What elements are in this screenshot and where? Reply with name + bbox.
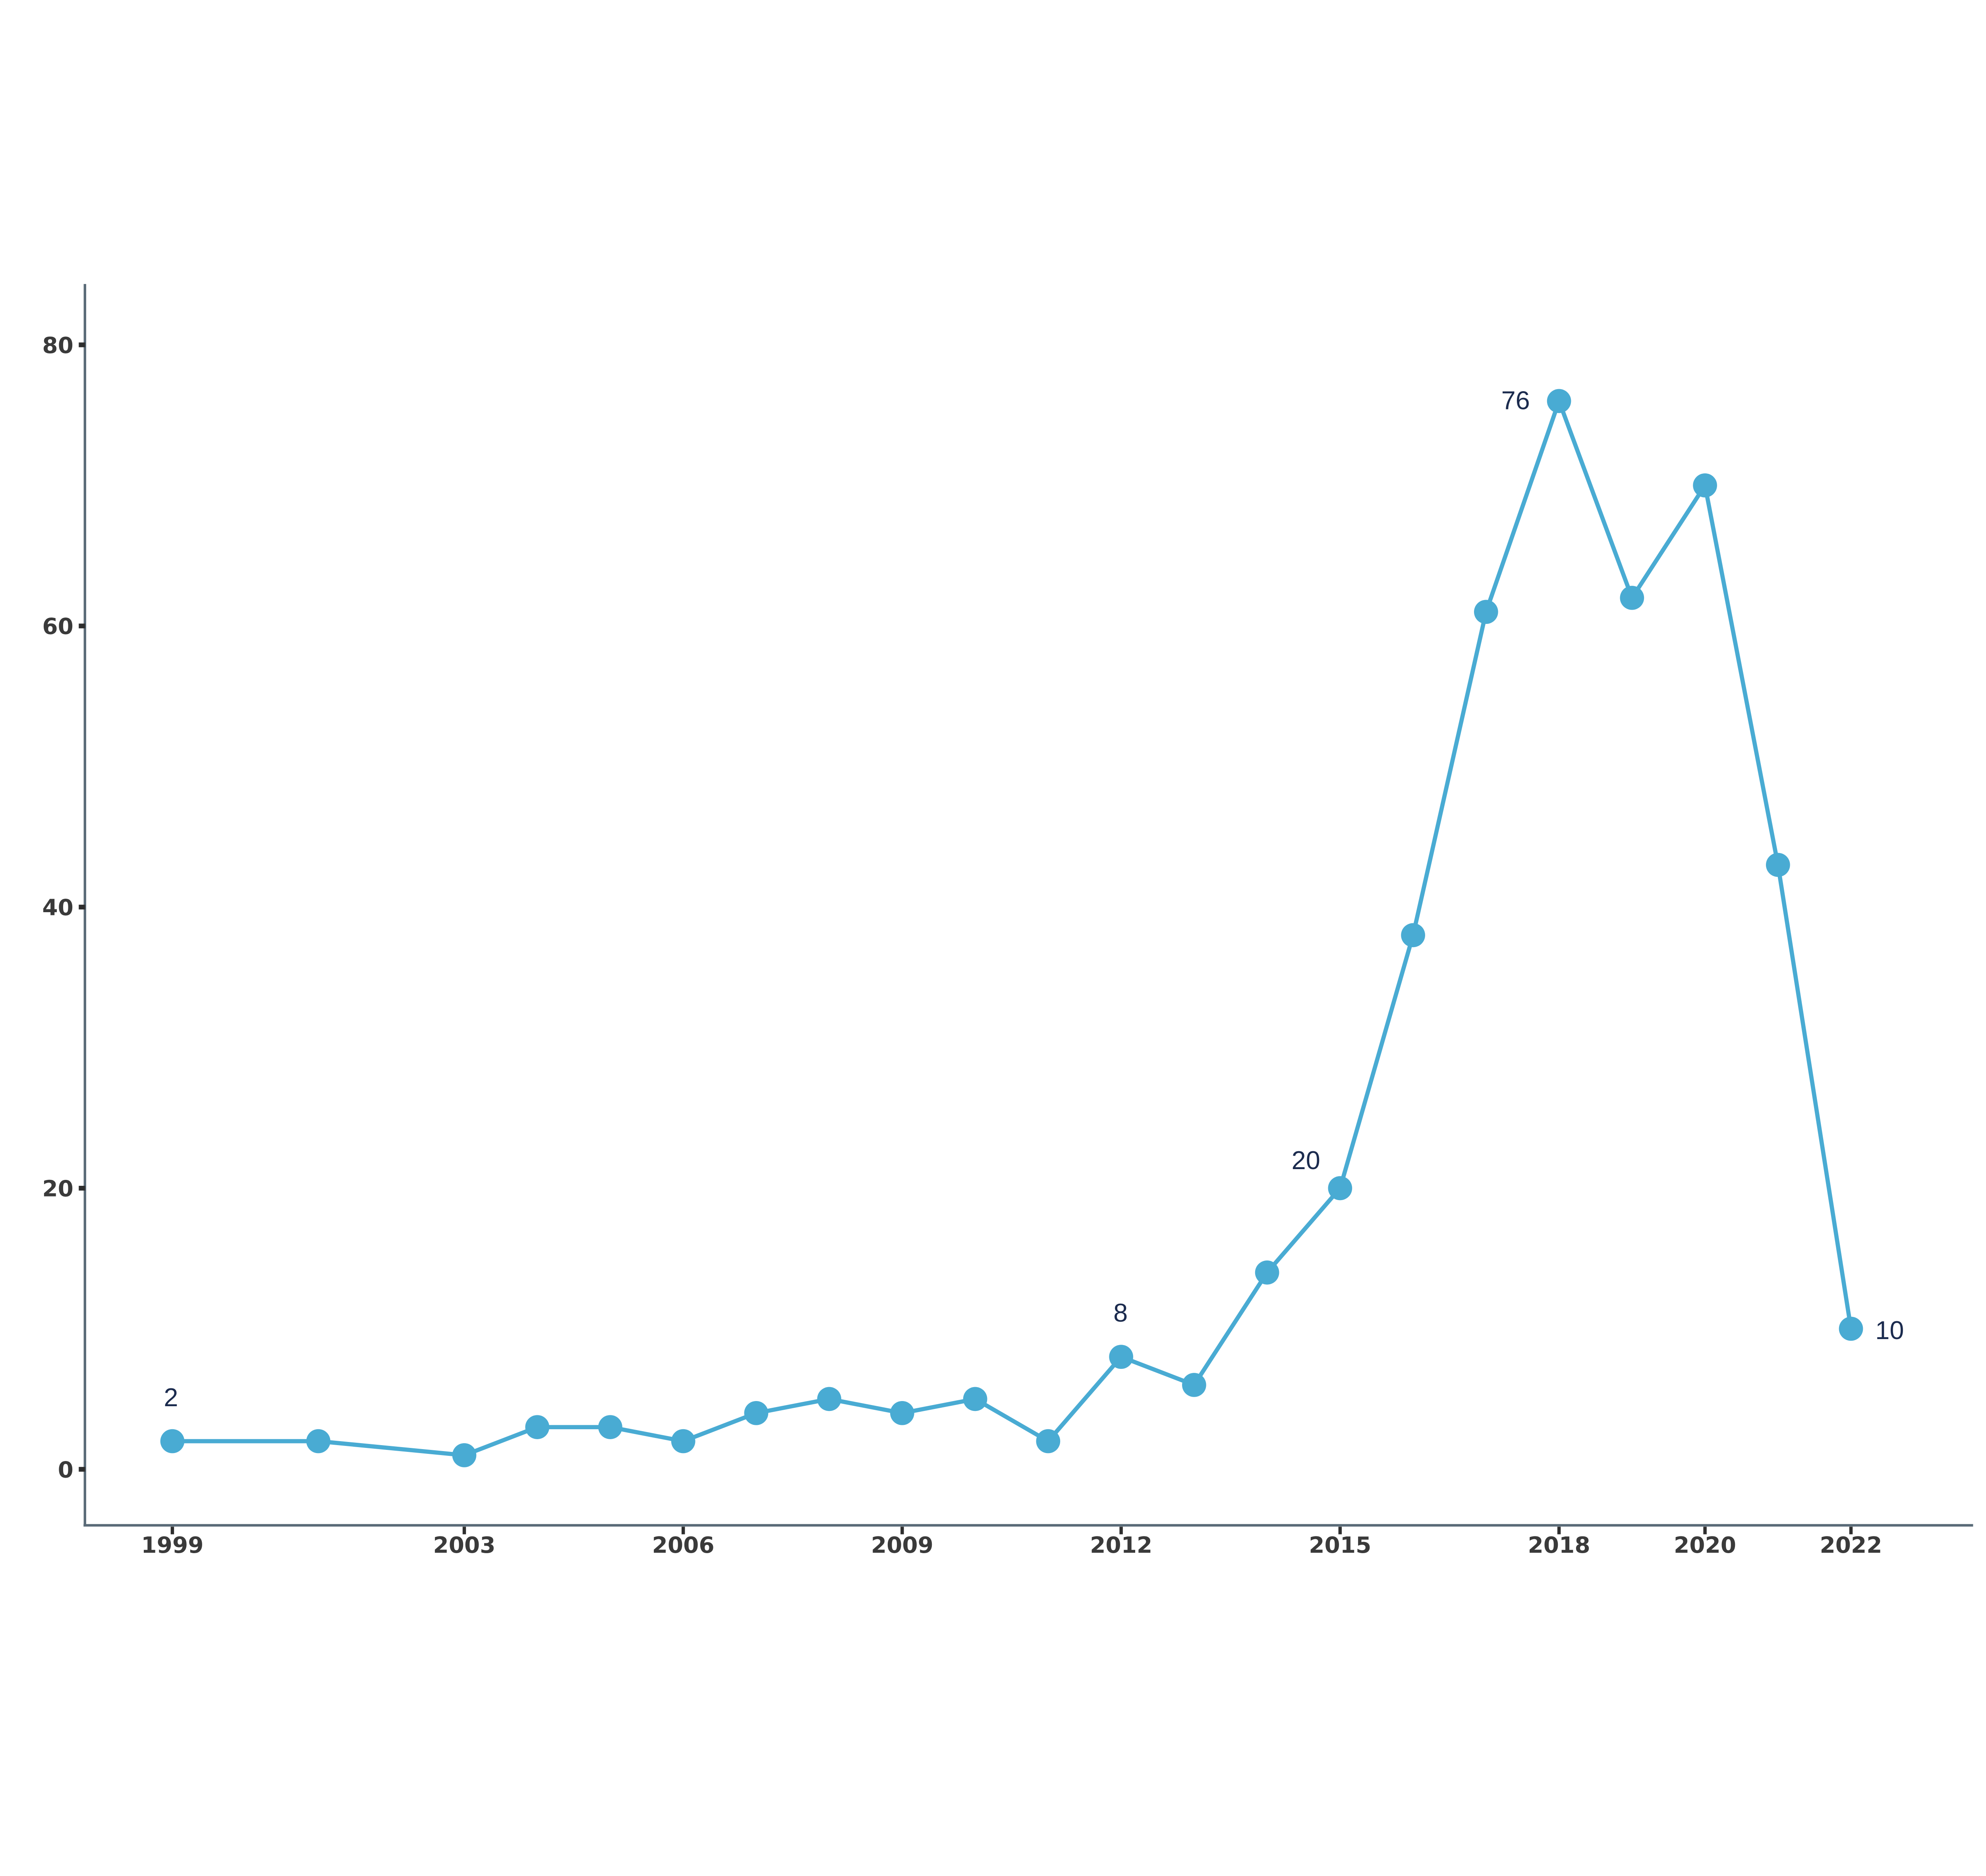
x-tick-label: 1999: [141, 1532, 203, 1558]
data-point: [1839, 1316, 1863, 1341]
data-point: [1766, 853, 1790, 877]
data-point: [817, 1387, 841, 1411]
y-tick-label: 0: [58, 1457, 73, 1483]
data-point: [1547, 389, 1571, 413]
x-tick-label: 2015: [1309, 1532, 1371, 1558]
chart-background: [0, 276, 1986, 1600]
data-point: [1036, 1429, 1061, 1453]
x-tick-label: 2003: [433, 1532, 495, 1558]
series-line: [172, 399, 1853, 1457]
y-tick-label: 20: [42, 1176, 73, 1202]
x-tick-label: 2020: [1674, 1532, 1736, 1558]
y-tick-label: 60: [42, 614, 73, 640]
x-tick-label: 2022: [1820, 1532, 1882, 1558]
y-tick-label: 80: [42, 333, 73, 359]
data-point: [744, 1401, 769, 1425]
data-point: [1693, 473, 1717, 498]
x-tick-label: 2018: [1528, 1532, 1590, 1558]
data-point: [1474, 600, 1498, 624]
data-point: [963, 1387, 987, 1411]
data-point-label: 10: [1875, 1316, 1904, 1345]
data-point: [890, 1401, 914, 1425]
data-point: [1182, 1373, 1206, 1397]
data-point: [598, 1415, 622, 1439]
data-point: [306, 1429, 330, 1453]
data-point-label: 8: [1113, 1298, 1128, 1327]
data-point: [1620, 586, 1644, 610]
data-point: [1328, 1176, 1352, 1200]
x-tick-label: 2006: [652, 1532, 715, 1558]
data-point: [452, 1443, 477, 1467]
x-tick-label: 2012: [1090, 1532, 1152, 1558]
data-point: [160, 1429, 185, 1453]
data-point-label: 76: [1501, 386, 1530, 415]
y-tick-label: 40: [42, 895, 73, 921]
data-point: [525, 1415, 550, 1439]
data-point: [1255, 1260, 1279, 1285]
data-point: [671, 1429, 695, 1453]
data-point: [1401, 923, 1425, 948]
data-point: [1109, 1345, 1133, 1369]
data-point-label: 2: [164, 1383, 178, 1412]
x-tick-label: 2009: [871, 1532, 933, 1558]
data-point-label: 20: [1292, 1146, 1320, 1175]
